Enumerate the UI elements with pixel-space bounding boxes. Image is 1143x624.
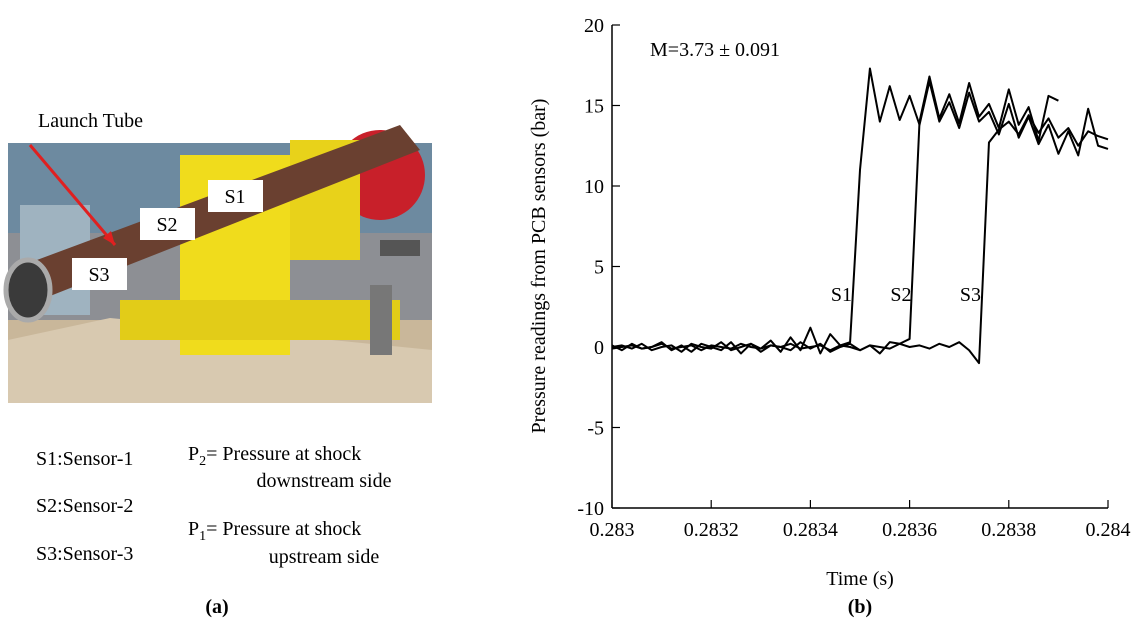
- symbol: P: [188, 518, 199, 540]
- caption: (a): [205, 596, 228, 618]
- x-tick-label: 0.2834: [783, 519, 838, 541]
- y-tick-label: 15: [584, 96, 604, 118]
- y-axis-label: Pressure readings from PCB sensors (bar): [528, 99, 550, 434]
- y-tick-label: 0: [594, 337, 604, 359]
- x-tick-label: 0.2836: [882, 519, 937, 541]
- pressure-key: P2= Pressure at shock: [188, 443, 361, 469]
- series-line: [611, 67, 1109, 355]
- series-line: [611, 114, 1109, 365]
- key-text: = Pressure at shock: [206, 518, 361, 540]
- annotation: M=3.73 ± 0.091: [650, 39, 780, 61]
- pressure-key-line2: upstream side: [269, 546, 380, 568]
- pressure-key-line2: downstream side: [257, 470, 392, 492]
- y-tick-label: -5: [587, 418, 604, 440]
- y-tick-label: -10: [577, 498, 604, 520]
- caption: (b): [848, 596, 872, 618]
- x-tick-label: 0.284: [1086, 519, 1131, 541]
- series-label: S1: [831, 284, 852, 306]
- sensor-key: S3:Sensor-3: [36, 543, 133, 565]
- photo-label: Launch Tube: [38, 110, 143, 132]
- sensor-tag: S2: [156, 214, 177, 236]
- photo: [3, 125, 432, 403]
- x-axis-label: Time (s): [826, 568, 894, 590]
- series-line: [611, 75, 1059, 355]
- sensor-tag: S1: [224, 186, 245, 208]
- x-tick-label: 0.2832: [684, 519, 739, 541]
- y-tick-label: 5: [594, 257, 604, 279]
- series-label: S2: [890, 284, 911, 306]
- key-text: = Pressure at shock: [206, 443, 361, 465]
- y-tick-label: 10: [584, 176, 604, 198]
- sensor-key: S2:Sensor-2: [36, 495, 133, 517]
- label-bg: [0, 108, 200, 138]
- y-tick-label: 20: [584, 15, 604, 37]
- symbol: P: [188, 443, 199, 465]
- series-label: S3: [960, 284, 981, 306]
- sensor-tag: S3: [88, 264, 109, 286]
- subscript: 2: [199, 454, 206, 469]
- pressure-key: P1= Pressure at shock: [188, 518, 361, 544]
- subscript: 1: [199, 529, 206, 544]
- x-tick-label: 0.283: [590, 519, 635, 541]
- x-tick-label: 0.2838: [981, 519, 1036, 541]
- sensor-key: S1:Sensor-1: [36, 448, 133, 470]
